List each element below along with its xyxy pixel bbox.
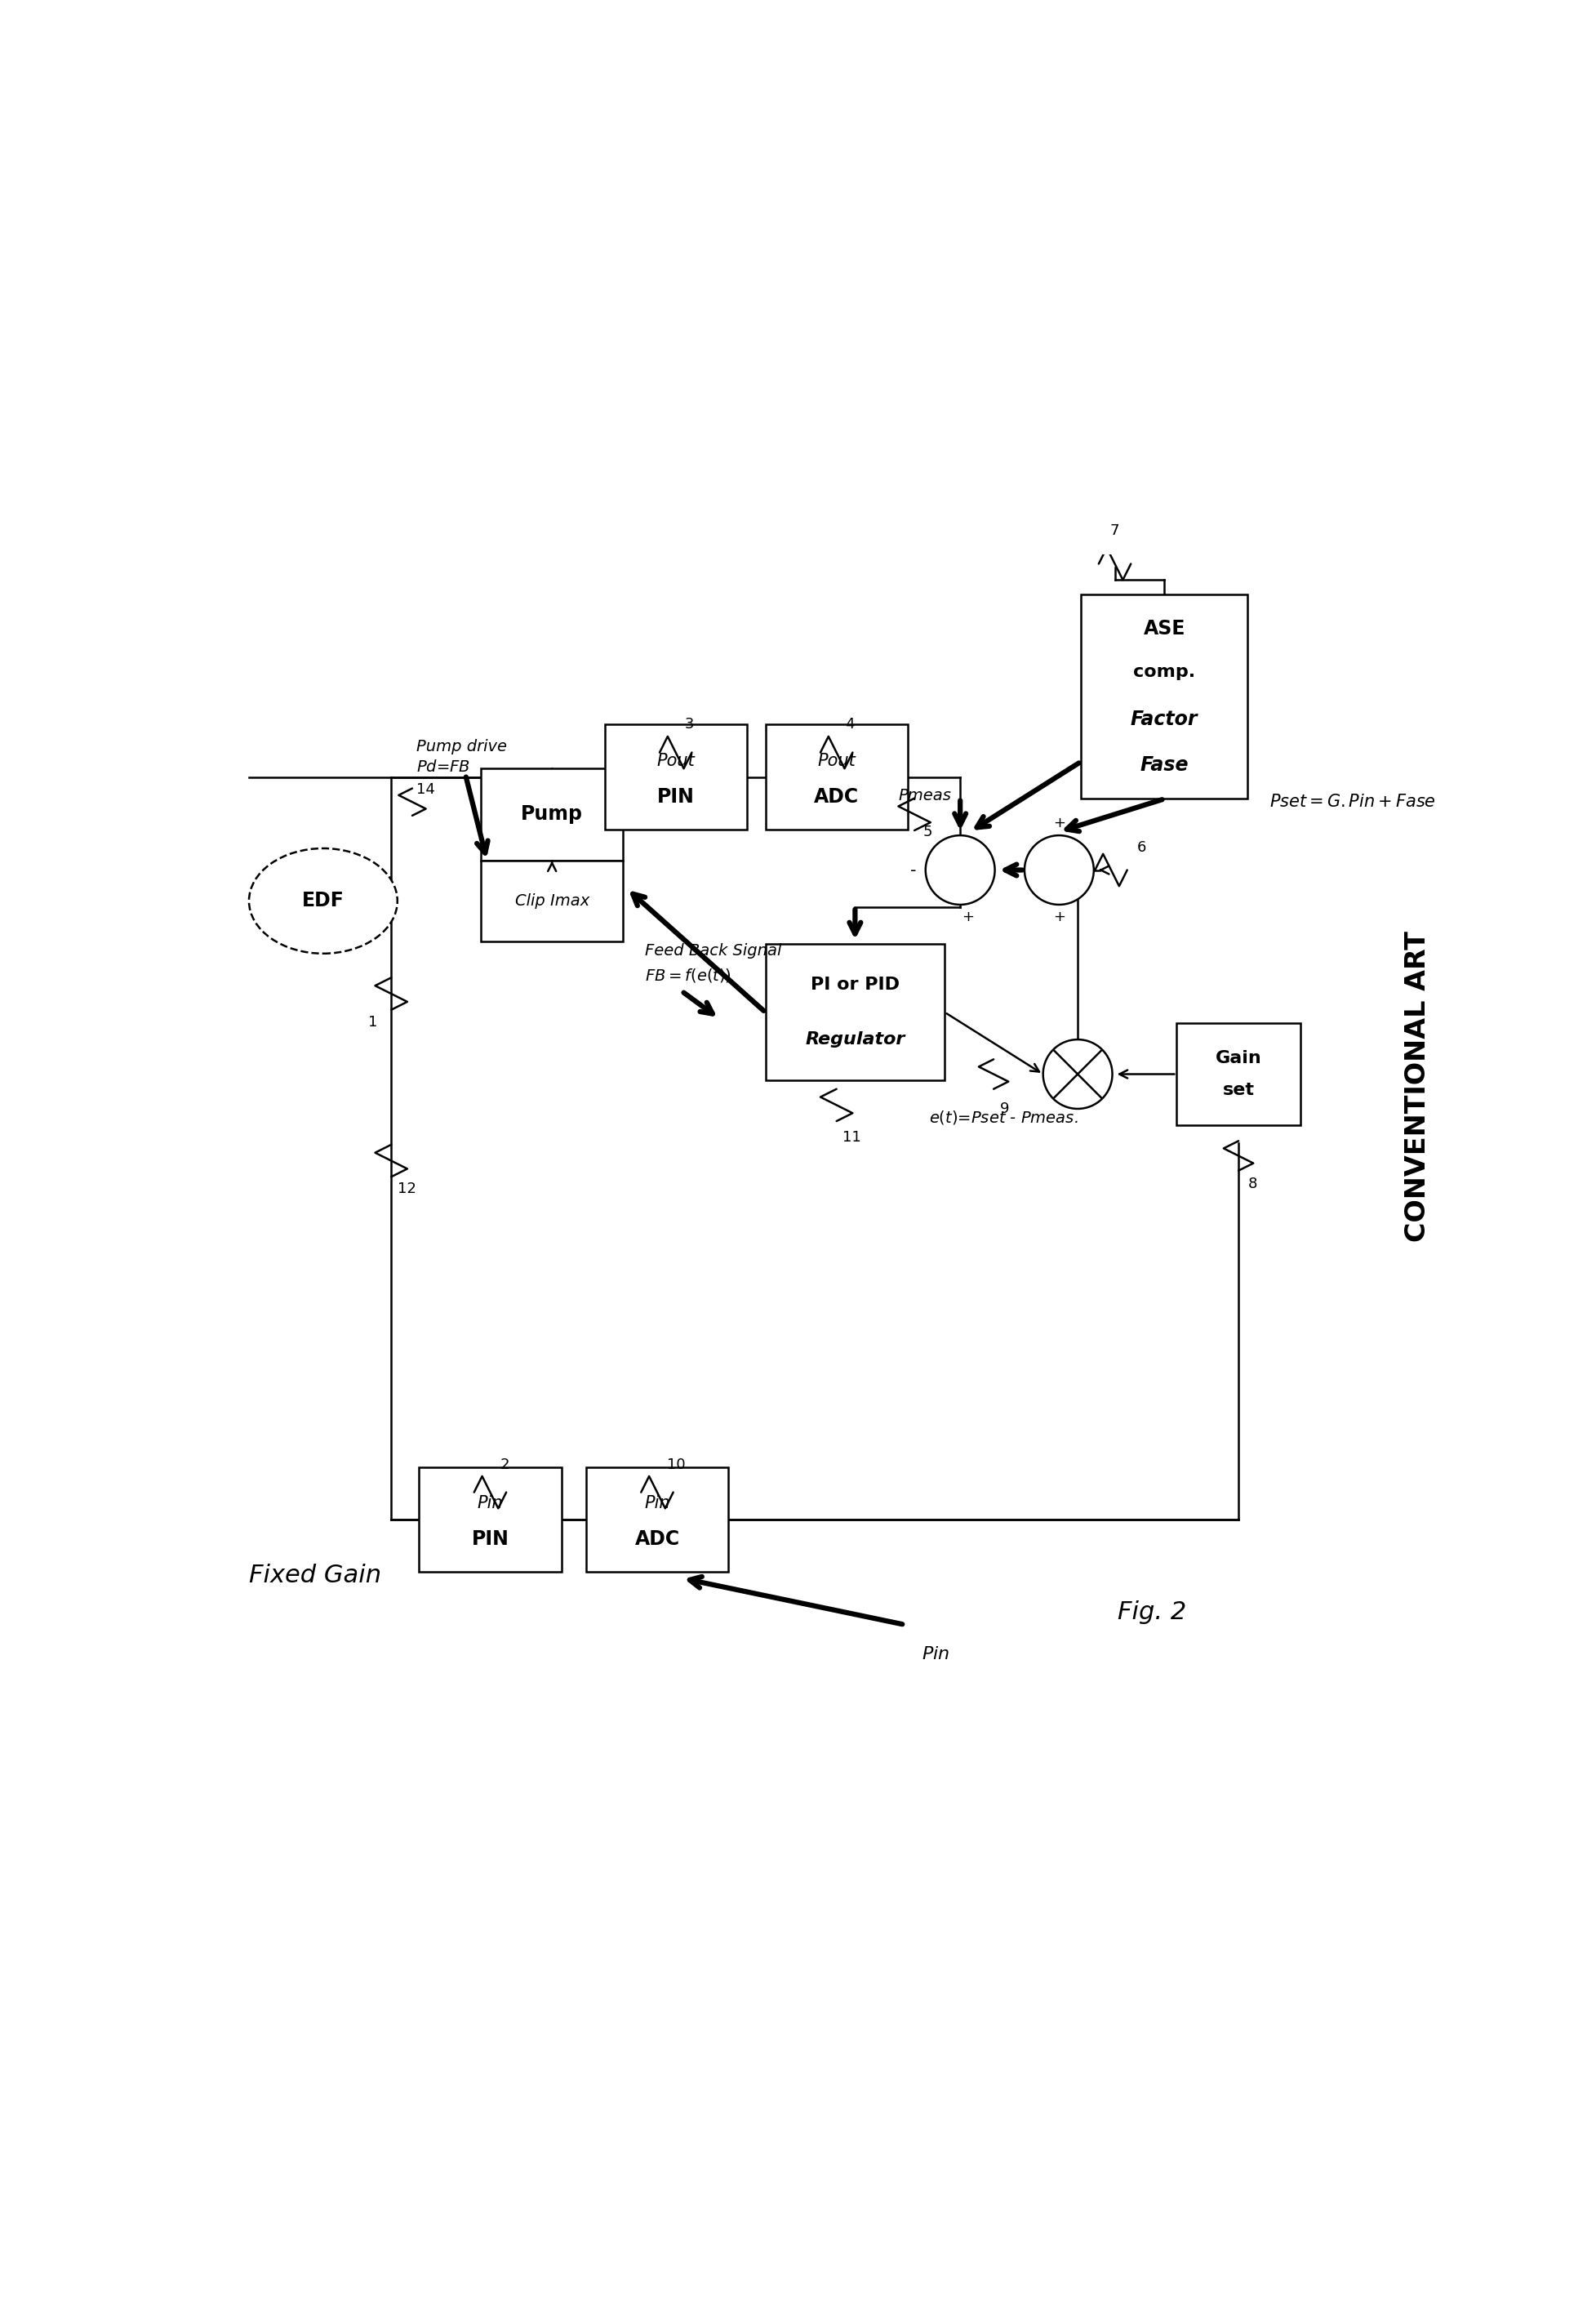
Ellipse shape <box>249 848 397 952</box>
Text: Pout: Pout <box>817 753 855 769</box>
Text: $Pin$: $Pin$ <box>921 1645 950 1661</box>
Bar <box>1080 595 1248 799</box>
Text: Clip Imax: Clip Imax <box>516 892 589 908</box>
Circle shape <box>1044 1038 1112 1108</box>
Circle shape <box>1025 836 1093 904</box>
Text: PIN: PIN <box>658 787 694 806</box>
Text: $Pset = G.Pin + Fase$: $Pset = G.Pin + Fase$ <box>1269 794 1436 811</box>
Bar <box>605 725 747 829</box>
Text: 7: 7 <box>1111 523 1119 539</box>
Text: Pin: Pin <box>645 1496 670 1512</box>
Bar <box>766 725 908 829</box>
Text: 8: 8 <box>1248 1178 1258 1192</box>
Bar <box>480 862 622 941</box>
Text: Pump: Pump <box>520 804 583 825</box>
Text: Pin: Pin <box>477 1496 503 1512</box>
Text: 10: 10 <box>667 1459 686 1473</box>
Text: Fixed Gain: Fixed Gain <box>249 1563 381 1587</box>
Text: Feed Back Signal: Feed Back Signal <box>645 943 782 957</box>
Bar <box>766 943 945 1080</box>
Bar <box>586 1466 728 1573</box>
Text: $FB = f(e(t))$: $FB = f(e(t))$ <box>645 966 731 983</box>
Text: +: + <box>1053 911 1065 925</box>
Text: Pout: Pout <box>656 753 694 769</box>
Bar <box>420 1466 562 1573</box>
Text: Regulator: Regulator <box>804 1031 905 1048</box>
Text: ADC: ADC <box>814 787 859 806</box>
Circle shape <box>926 836 994 904</box>
Text: $e(t)$=Pset - Pmeas.: $e(t)$=Pset - Pmeas. <box>929 1108 1079 1127</box>
Bar <box>480 769 622 862</box>
Text: 5: 5 <box>922 825 932 839</box>
Text: ASE: ASE <box>1143 618 1186 639</box>
Text: 11: 11 <box>843 1129 862 1145</box>
Text: +: + <box>1053 815 1065 829</box>
Text: 1: 1 <box>369 1015 377 1029</box>
Text: Fig. 2: Fig. 2 <box>1117 1601 1186 1624</box>
Text: set: set <box>1223 1083 1254 1099</box>
Text: Fase: Fase <box>1140 755 1189 774</box>
Text: 14: 14 <box>417 783 434 797</box>
Text: CONVENTIONAL ART: CONVENTIONAL ART <box>1404 932 1432 1243</box>
Text: -: - <box>910 862 916 878</box>
Text: 9: 9 <box>999 1101 1009 1115</box>
Text: PIN: PIN <box>471 1529 509 1549</box>
Text: Pmeas: Pmeas <box>899 787 951 804</box>
Text: comp.: comp. <box>1133 664 1195 681</box>
Text: $Pd$=FB: $Pd$=FB <box>417 760 469 776</box>
Text: 3: 3 <box>685 718 694 732</box>
Bar <box>1176 1024 1301 1124</box>
Text: 4: 4 <box>846 718 854 732</box>
Text: Factor: Factor <box>1130 709 1199 729</box>
Text: 12: 12 <box>397 1182 417 1196</box>
Text: 6: 6 <box>1136 841 1146 855</box>
Text: PI or PID: PI or PID <box>811 978 900 994</box>
Text: ADC: ADC <box>635 1529 680 1549</box>
Text: +: + <box>961 911 974 925</box>
Text: EDF: EDF <box>302 892 345 911</box>
Text: Pump drive: Pump drive <box>417 739 506 755</box>
Text: Gain: Gain <box>1215 1050 1262 1066</box>
Text: 2: 2 <box>500 1459 509 1473</box>
